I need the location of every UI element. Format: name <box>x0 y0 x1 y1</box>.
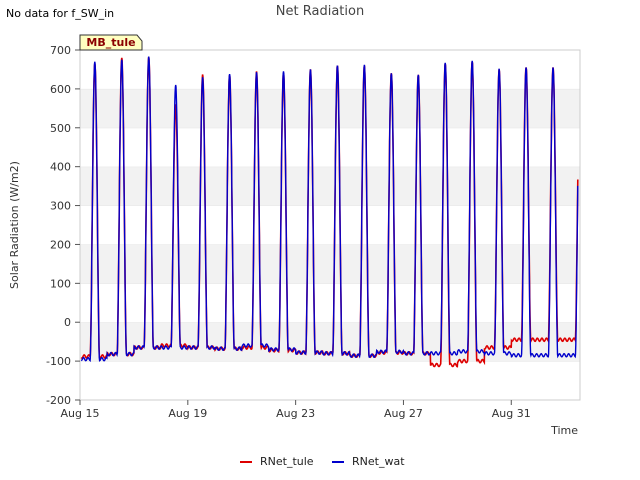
x-tick-label: Aug 15 <box>61 407 100 420</box>
plot-frame <box>79 49 581 401</box>
legend: RNet_tule RNet_wat <box>240 455 405 468</box>
grid-band <box>80 166 580 206</box>
x-axis: Aug 15 Aug 19 Aug 23 Aug 27 Aug 31 <box>61 400 531 420</box>
x-tick-label: Aug 27 <box>384 407 423 420</box>
x-tick-label: Aug 23 <box>276 407 315 420</box>
grid-band <box>80 50 580 89</box>
no-data-note: No data for f_SW_in <box>6 7 115 20</box>
y-tick-label: -200 <box>46 394 71 407</box>
x-axis-label: Time <box>550 424 578 437</box>
y-tick-label: 0 <box>64 316 71 329</box>
legend-label-RNet_tule: RNet_tule <box>260 455 314 468</box>
y-tick-label: 200 <box>50 238 71 251</box>
site-badge-box <box>79 34 143 51</box>
x-tick-label: Aug 19 <box>168 407 207 420</box>
y-tick-label: 100 <box>50 277 71 290</box>
series-lines <box>80 56 579 368</box>
grid-band <box>80 361 580 400</box>
y-tick-label: -100 <box>46 355 71 368</box>
grid-band <box>80 127 580 167</box>
x-tick-label: Aug 31 <box>492 407 531 420</box>
y-tick-label: 300 <box>50 200 71 213</box>
chart-title: Net Radiation <box>276 4 364 19</box>
grid-band <box>80 205 580 245</box>
y-tick-label: 400 <box>50 161 71 174</box>
site-badge-label: MB_tule <box>86 36 135 49</box>
y-axis-label: Solar Radiation (W/m2) <box>8 161 21 289</box>
grid-band <box>80 88 580 128</box>
site-badge: MB_tule <box>79 34 143 51</box>
grid-band <box>80 283 580 323</box>
legend-label-RNet_wat: RNet_wat <box>352 455 405 468</box>
y-tick-label: 500 <box>50 122 71 135</box>
grid-band <box>80 244 580 284</box>
y-tick-label: 600 <box>50 83 71 96</box>
y-axis: -200 -100 0 100 200 300 400 500 600 700 <box>46 44 80 407</box>
y-tick-label: 700 <box>50 44 71 57</box>
series-line-RNet_wat <box>80 56 579 363</box>
